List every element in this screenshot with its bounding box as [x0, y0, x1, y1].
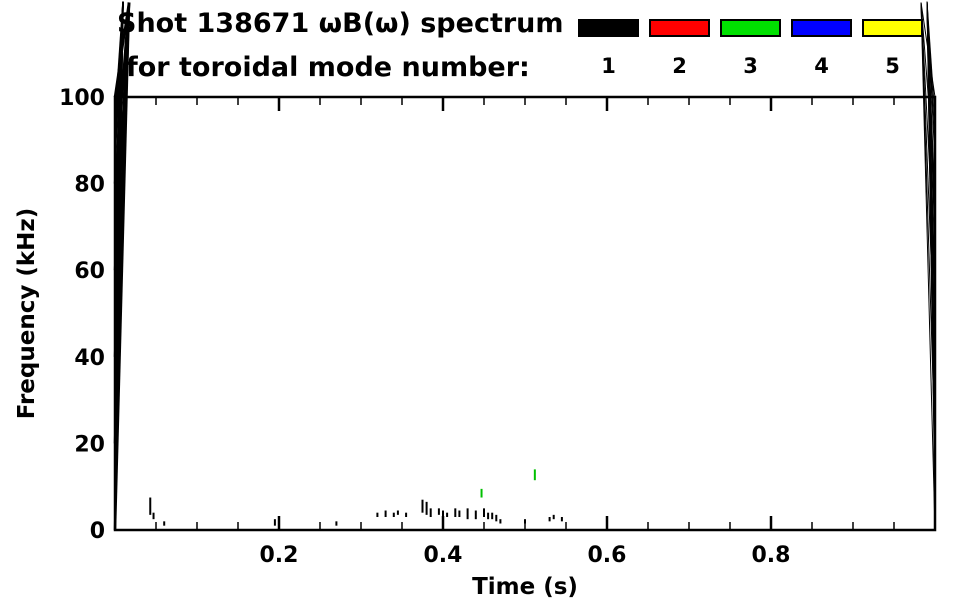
legend-label-5: 5	[885, 54, 900, 78]
tick-mark	[920, 2, 936, 271]
chart-subtitle: for toroidal mode number:	[126, 52, 530, 83]
legend-swatch-2	[649, 19, 710, 37]
y-tick-label: 0	[90, 519, 105, 544]
tick-mark	[926, 1, 936, 119]
x-tick-label: 0.6	[588, 543, 627, 568]
legend-label-4: 4	[814, 54, 829, 78]
tick-mark	[113, 2, 131, 98]
legend-label-2: 2	[672, 54, 687, 78]
tick-mark	[920, 2, 936, 184]
legend-swatch-1	[578, 19, 639, 37]
legend-label-1: 1	[601, 54, 616, 78]
y-tick-label: 80	[74, 173, 105, 198]
y-tick-label: 20	[74, 432, 105, 457]
legend-swatch-3	[720, 19, 781, 37]
plot-frame	[113, 95, 937, 532]
legend-label-3: 3	[743, 54, 758, 78]
y-tick-label: 40	[74, 346, 105, 371]
tick-mark	[920, 2, 936, 444]
x-tick-label: 0.2	[260, 543, 299, 568]
legend-swatch-4	[791, 19, 852, 37]
tick-mark	[920, 2, 936, 357]
y-tick-label: 60	[74, 259, 105, 284]
chart-title: Shot 138671 ωB(ω) spectrum	[117, 8, 564, 39]
x-tick-label: 0.8	[752, 543, 791, 568]
x-tick-label: 0.4	[424, 543, 463, 568]
tick-mark	[114, 1, 124, 119]
tick-mark	[920, 2, 936, 98]
y-axis-title: Frequency (kHz)	[14, 208, 40, 420]
tick-mark	[113, 2, 131, 184]
y-tick-label: 100	[59, 86, 105, 111]
x-axis-title: Time (s)	[472, 574, 578, 600]
